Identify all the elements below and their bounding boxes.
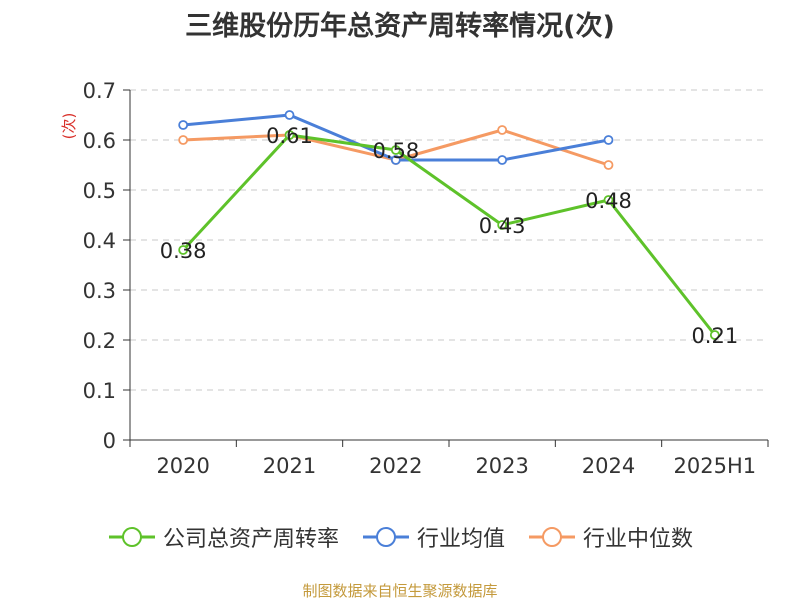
data-point	[603, 135, 614, 145]
data-point	[497, 220, 508, 230]
data-point	[284, 130, 295, 140]
data-labels: 0.38 0.61 0.58 0.43 0.48 0.21	[160, 124, 738, 348]
data-label: 0.43	[479, 214, 526, 238]
data-point	[284, 110, 295, 120]
data-point	[603, 195, 614, 205]
y-tick-label: 0	[103, 429, 116, 453]
chart-title: 三维股份历年总资产周转率情况(次)	[185, 11, 615, 42]
series-lines	[178, 110, 720, 340]
legend-line-icon	[108, 527, 155, 547]
y-tick-label: 0.2	[83, 329, 116, 353]
data-label: 0.61	[266, 124, 313, 148]
data-point	[390, 155, 401, 165]
data-label: 0.58	[372, 139, 419, 163]
x-tick-label: 2020	[156, 454, 209, 478]
legend-label: 行业中位数	[583, 527, 694, 552]
data-point	[709, 330, 720, 340]
legend-item: 行业均值	[361, 521, 505, 553]
y-tick-label: 0.4	[83, 229, 116, 253]
y-tick-label: 0.6	[83, 129, 116, 153]
y-tick-label: 0.7	[83, 79, 116, 103]
data-point	[497, 155, 508, 165]
x-tick-label: 2021	[263, 454, 316, 478]
data-point	[178, 135, 189, 145]
legend-line-icon	[362, 527, 409, 547]
axes: 0 0.1 0.2 0.3 0.4 0.5 0.6 0.7 2020 2021 2022 2023 20…	[60, 79, 769, 478]
series-line	[182, 133, 717, 336]
legend-label: 公司总资产周转率	[162, 527, 339, 552]
legend-item: 行业中位数	[527, 521, 693, 553]
data-point	[178, 245, 189, 255]
data-point	[603, 160, 614, 170]
y-tick-label: 0.1	[83, 379, 116, 403]
data-point	[497, 125, 508, 135]
source-note: 制图数据来自恒生聚源数据库	[302, 582, 498, 600]
grid-lines	[130, 89, 768, 391]
legend-item: 公司总资产周转率	[107, 521, 339, 553]
legend-line-icon	[529, 527, 575, 547]
data-point	[178, 120, 189, 130]
x-tick-label: 2022	[369, 454, 422, 478]
data-label: 0.48	[585, 189, 632, 213]
data-label: 0.38	[160, 239, 207, 263]
legend: 公司总资产周转率 行业均值 行业中位数	[0, 520, 800, 554]
data-point	[390, 145, 401, 155]
y-tick-label: 0.5	[83, 179, 116, 203]
y-tick-label: 0.3	[83, 279, 116, 303]
y-axis-label: (次)	[60, 113, 78, 140]
x-tick-label: 2023	[475, 454, 528, 478]
data-label: 0.21	[691, 324, 738, 348]
x-tick-label: 2024	[582, 454, 635, 478]
x-tick-label: 2025H1	[674, 454, 757, 478]
legend-label: 行业均值	[416, 527, 505, 552]
